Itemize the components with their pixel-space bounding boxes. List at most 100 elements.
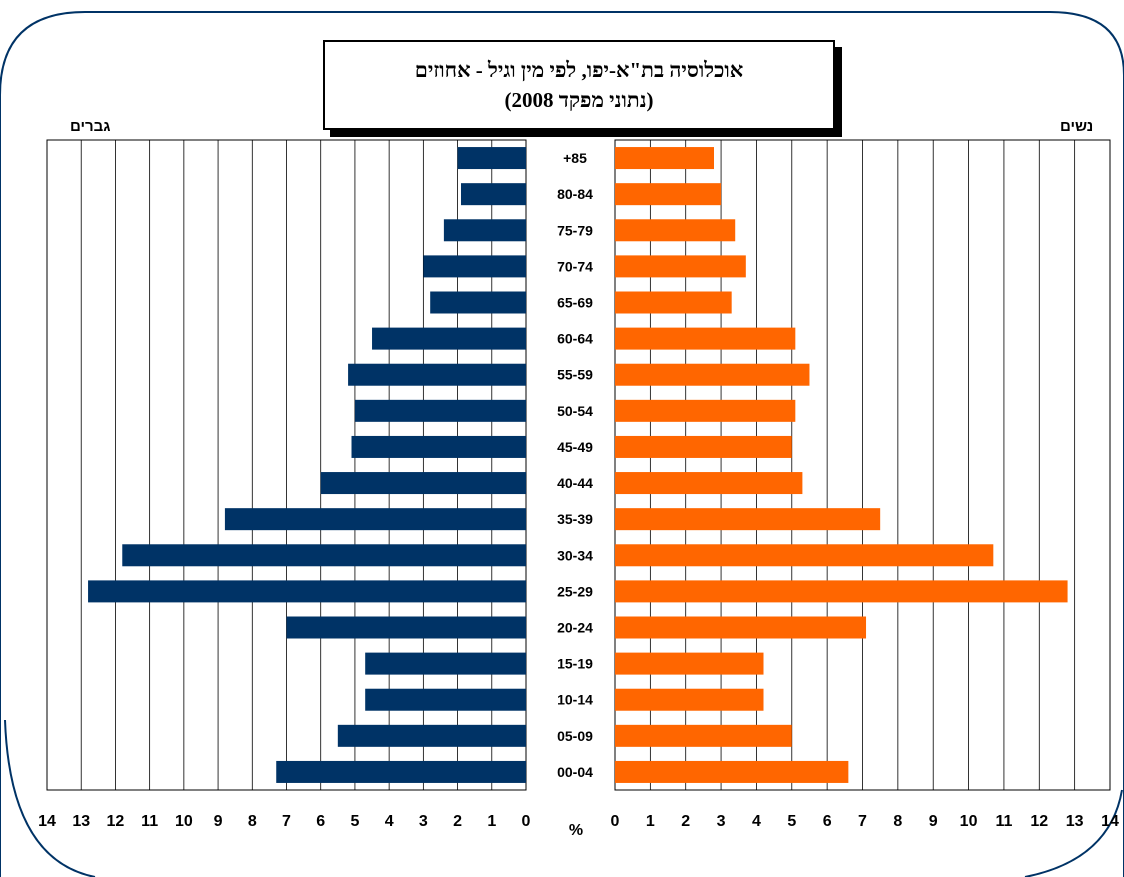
men-tick-label: 10 bbox=[175, 813, 193, 830]
women-tick-label: 7 bbox=[858, 813, 867, 830]
women-bar bbox=[615, 219, 736, 242]
men-bar bbox=[354, 399, 526, 422]
men-bar bbox=[457, 147, 526, 170]
men-tick-label: 8 bbox=[248, 813, 257, 830]
rounded-frame-border bbox=[0, 11, 1124, 877]
men-gridlines bbox=[46, 140, 527, 790]
men-bar bbox=[372, 327, 526, 350]
men-tick-label: 3 bbox=[419, 813, 428, 830]
age-group-label: +85 bbox=[563, 150, 587, 166]
age-group-label: 80-84 bbox=[557, 186, 593, 202]
age-group-label: 25-29 bbox=[557, 583, 593, 599]
women-bar bbox=[615, 291, 732, 314]
men-bar bbox=[365, 688, 526, 711]
women-gridlines bbox=[614, 140, 1111, 790]
men-tick-label: 6 bbox=[316, 813, 325, 830]
age-group-label: 65-69 bbox=[557, 295, 593, 311]
men-bar bbox=[351, 435, 526, 458]
women-bar bbox=[615, 399, 796, 422]
men-bar bbox=[348, 363, 526, 386]
age-group-label: 45-49 bbox=[557, 439, 593, 455]
women-tick-label: 9 bbox=[929, 813, 938, 830]
women-bar bbox=[615, 327, 796, 350]
women-tick-label: 1 bbox=[646, 813, 655, 830]
women-bar bbox=[615, 183, 722, 206]
women-tick-label: 12 bbox=[1030, 813, 1048, 830]
women-bar bbox=[615, 688, 764, 711]
men-tick-label: 12 bbox=[107, 813, 125, 830]
women-bar bbox=[615, 724, 792, 747]
age-group-label: 55-59 bbox=[557, 367, 593, 383]
age-group-label: 70-74 bbox=[557, 258, 593, 274]
age-group-label: 05-09 bbox=[557, 728, 593, 744]
women-tick-label: 0 bbox=[611, 813, 620, 830]
women-bar bbox=[615, 255, 746, 278]
men-bar bbox=[365, 652, 526, 675]
women-bars bbox=[615, 147, 1068, 783]
age-group-label: 75-79 bbox=[557, 222, 593, 238]
men-tick-label: 13 bbox=[72, 813, 90, 830]
men-tick-label: 2 bbox=[453, 813, 462, 830]
age-group-label: 10-14 bbox=[557, 692, 593, 708]
women-bar bbox=[615, 544, 994, 567]
men-bar bbox=[423, 255, 526, 278]
women-bar bbox=[615, 435, 792, 458]
women-tick-labels: 0 1 2 3 4 5 6 7 8 9 10 11 12 13 14 bbox=[611, 813, 1119, 830]
men-bar bbox=[320, 472, 526, 495]
women-bar bbox=[615, 147, 714, 170]
men-tick-label: 11 bbox=[141, 813, 158, 830]
men-tick-label: 5 bbox=[350, 813, 359, 830]
men-bars bbox=[88, 147, 527, 783]
age-group-label: 15-19 bbox=[557, 656, 593, 672]
age-group-label: 00-04 bbox=[557, 764, 593, 780]
bottom-corner-arc-left bbox=[4, 719, 96, 877]
women-bar bbox=[615, 760, 849, 783]
men-tick-label: 1 bbox=[487, 813, 496, 830]
age-group-label: 60-64 bbox=[557, 331, 593, 347]
age-group-label: 35-39 bbox=[557, 511, 593, 527]
women-plot-area: 0 1 2 3 4 5 6 7 8 9 10 11 12 13 14 bbox=[611, 139, 1119, 830]
age-group-label: 30-34 bbox=[557, 547, 593, 563]
men-tick-label: 14 bbox=[38, 813, 56, 830]
women-tick-label: 14 bbox=[1101, 813, 1119, 830]
men-bar bbox=[122, 544, 527, 567]
men-series-label: גברים bbox=[70, 118, 111, 135]
men-bar bbox=[430, 291, 526, 314]
bottom-corner-arc-right bbox=[1024, 789, 1123, 877]
women-tick-label: 8 bbox=[893, 813, 902, 830]
axis-unit-label: % bbox=[569, 822, 583, 839]
women-tick-label: 10 bbox=[960, 813, 978, 830]
men-bar bbox=[337, 724, 526, 747]
women-bar bbox=[615, 472, 803, 495]
men-bar bbox=[443, 219, 526, 242]
men-bar bbox=[286, 616, 526, 639]
age-group-label: 20-24 bbox=[557, 620, 593, 636]
chart-title-box: אוכלוסיה בת"א-יפו, לפי מין וגיל - אחוזים… bbox=[323, 40, 835, 130]
age-group-label: 40-44 bbox=[557, 475, 593, 491]
age-group-labels: 00-04 05-09 10-14 15-19 20-24 25-29 30-34 35-39… bbox=[557, 150, 593, 780]
women-tick-label: 5 bbox=[787, 813, 796, 830]
men-bar bbox=[224, 508, 526, 531]
women-series-label: נשים bbox=[1060, 118, 1094, 135]
women-tick-label: 6 bbox=[823, 813, 832, 830]
chart-title: אוכלוסיה בת"א-יפו, לפי מין וגיל - אחוזים bbox=[414, 58, 744, 82]
men-tick-label: 9 bbox=[214, 813, 223, 830]
women-bar bbox=[615, 363, 810, 386]
men-bar bbox=[276, 760, 526, 783]
men-bar bbox=[460, 183, 526, 206]
men-tick-label: 7 bbox=[282, 813, 291, 830]
women-tick-label: 3 bbox=[717, 813, 726, 830]
men-tick-label: 0 bbox=[522, 813, 531, 830]
women-tick-label: 13 bbox=[1066, 813, 1084, 830]
women-bar bbox=[615, 616, 867, 639]
chart-subtitle: (נתוני מפקד 2008) bbox=[504, 88, 654, 112]
men-tick-label: 4 bbox=[385, 813, 394, 830]
women-tick-label: 2 bbox=[681, 813, 690, 830]
women-bar bbox=[615, 508, 881, 531]
women-bar bbox=[615, 580, 1068, 603]
women-bar bbox=[615, 652, 764, 675]
women-tick-label: 11 bbox=[995, 813, 1012, 830]
men-bar bbox=[88, 580, 527, 603]
age-group-label: 50-54 bbox=[557, 403, 593, 419]
